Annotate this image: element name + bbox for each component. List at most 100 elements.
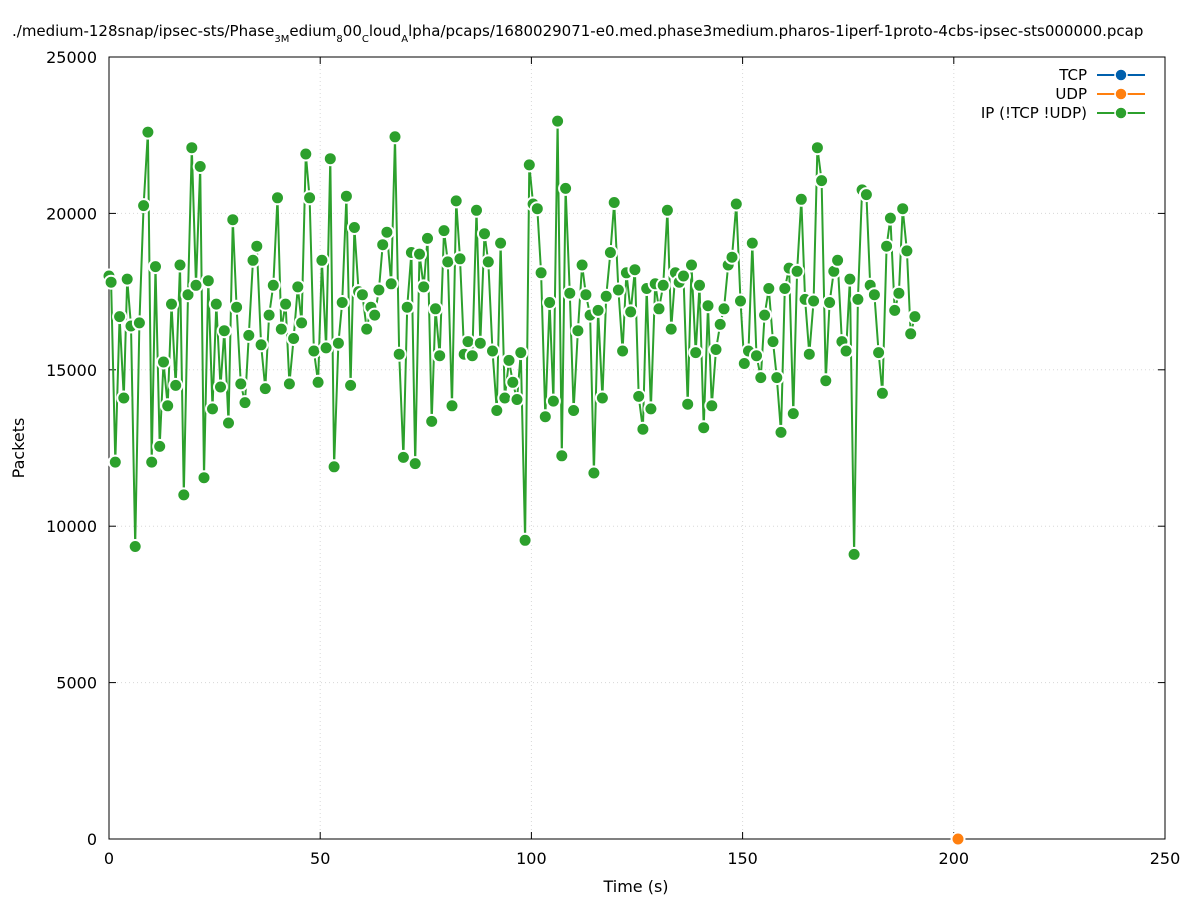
data-point: [168, 377, 184, 393]
data-point: [103, 274, 119, 290]
data-point: [615, 343, 631, 359]
data-point: [156, 354, 171, 370]
data-point: [733, 293, 748, 309]
data-point: [606, 195, 622, 210]
data-point: [249, 238, 265, 254]
data-point: [221, 415, 236, 431]
data-point: [785, 406, 801, 422]
data-point: [550, 113, 566, 129]
data-point: [887, 302, 903, 318]
data-point: [213, 379, 228, 395]
data-point: [290, 279, 306, 295]
legend-swatch-marker: [1114, 68, 1128, 82]
series-3: [101, 113, 923, 562]
chart-title-part: 00: [343, 22, 362, 40]
legend-swatch-marker: [1114, 106, 1128, 120]
data-point: [558, 180, 574, 196]
data-point: [346, 220, 362, 235]
chart-title-part: 8: [336, 34, 342, 45]
data-point: [119, 271, 135, 287]
data-point: [895, 201, 911, 217]
data-point: [529, 201, 545, 217]
data-point: [172, 257, 188, 273]
data-point: [208, 296, 224, 312]
data-point: [229, 299, 245, 315]
data-point: [712, 316, 728, 332]
data-point: [176, 487, 192, 503]
data-point: [598, 288, 614, 304]
data-point: [278, 296, 294, 312]
grid-lines: [109, 57, 1165, 839]
data-point: [866, 287, 882, 303]
data-point: [480, 254, 496, 270]
data-point: [655, 277, 671, 293]
data-point: [676, 268, 691, 284]
data-point: [489, 403, 505, 418]
data-point: [184, 140, 200, 156]
legend-label: TCP: [1058, 66, 1087, 84]
data-point: [464, 348, 480, 364]
data-point: [602, 245, 618, 260]
x-tick-label: 200: [939, 849, 970, 868]
y-tick-label: 5000: [56, 674, 97, 693]
data-point: [757, 307, 773, 323]
data-point: [769, 370, 785, 386]
data-point: [310, 374, 326, 390]
data-point: [700, 298, 716, 314]
series-2: [950, 831, 966, 847]
data-point: [322, 151, 338, 167]
data-point: [367, 307, 383, 323]
data-point: [871, 345, 887, 361]
data-point: [806, 293, 822, 309]
data-point: [318, 340, 334, 356]
data-point: [858, 187, 874, 203]
data-point: [517, 532, 533, 548]
data-point: [205, 401, 220, 417]
data-point: [383, 276, 399, 292]
data-point: [469, 202, 484, 218]
data-point: [509, 392, 525, 407]
x-axis-title: Time (s): [602, 877, 668, 896]
data-point: [578, 287, 594, 303]
data-point: [152, 438, 168, 454]
data-point: [846, 546, 862, 562]
data-point: [899, 243, 915, 259]
data-point: [493, 235, 509, 251]
data-point: [131, 315, 147, 331]
data-point: [448, 193, 464, 209]
data-point: [196, 470, 212, 486]
data-point: [107, 454, 123, 470]
data-point: [907, 309, 923, 325]
data-point: [696, 420, 712, 436]
data-point: [659, 202, 675, 218]
data-point: [216, 323, 232, 339]
data-point: [395, 449, 411, 465]
data-point: [452, 251, 468, 267]
data-point: [631, 388, 647, 404]
y-tick-label: 0: [87, 830, 97, 849]
data-point: [744, 235, 760, 251]
data-point: [554, 448, 570, 464]
y-axis-title: Packets: [9, 418, 28, 479]
data-point: [200, 273, 216, 289]
data-point: [286, 331, 302, 346]
legend-entry: IP (!TCP !UDP): [981, 104, 1145, 122]
data-point: [850, 291, 866, 307]
data-point: [180, 287, 196, 303]
data-point: [891, 285, 907, 301]
data-point: [112, 309, 128, 325]
series-layer: [101, 113, 966, 847]
data-point: [753, 370, 769, 386]
data-point: [627, 262, 643, 278]
data-point: [387, 129, 403, 145]
legend-entry: TCP: [1058, 66, 1145, 84]
y-tick-label: 20000: [46, 204, 97, 223]
x-tick-label: 100: [516, 849, 547, 868]
data-point: [253, 337, 269, 353]
data-point: [610, 282, 626, 298]
data-point: [635, 421, 651, 437]
data-point: [281, 376, 297, 392]
y-tick-label: 10000: [46, 517, 97, 536]
data-point: [407, 456, 423, 472]
